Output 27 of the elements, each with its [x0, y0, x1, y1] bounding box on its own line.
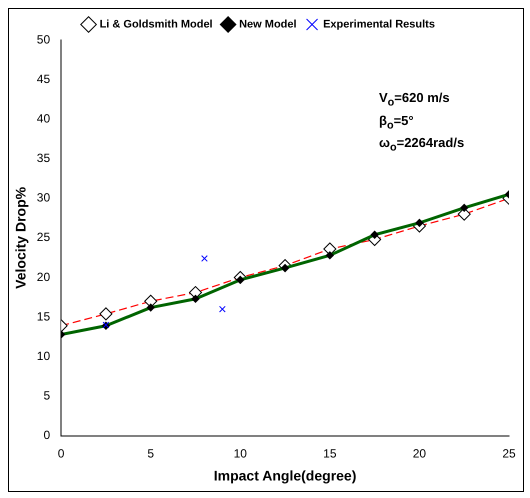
y-tick-label: 0 — [43, 428, 50, 442]
y-tick-label: 40 — [36, 111, 50, 126]
x-tick-label: 20 — [412, 446, 426, 460]
y-tick-label: 15 — [36, 309, 50, 324]
x-tick-label: 15 — [323, 446, 337, 460]
x-axis-title: Impact Angle(degree) — [214, 467, 356, 484]
point — [201, 255, 208, 262]
x-tick-label: 25 — [502, 446, 516, 460]
y-tick-label: 25 — [36, 230, 50, 244]
point — [219, 306, 226, 312]
y-axis-title: Velocity Drop% — [12, 186, 28, 289]
y-tick-label: 20 — [36, 270, 50, 284]
x-tick-label: 0 — [58, 446, 65, 460]
y-tick-label: 5 — [43, 388, 50, 403]
legend-label: New Model — [239, 18, 297, 31]
y-tick-label: 45 — [36, 72, 50, 86]
legend-label: Experimental Results — [323, 18, 435, 31]
annotation: ω$_{o}$=2264rad/s — [379, 134, 464, 156]
y-tick-label: 10 — [36, 348, 50, 363]
y-tick-label: 50 — [36, 32, 50, 46]
legend-label: Li & Goldsmith Model — [100, 18, 213, 31]
annotation: β$_{o}$=5° — [379, 112, 415, 134]
y-tick-label: 30 — [36, 190, 50, 205]
x-tick-label: 10 — [234, 446, 248, 460]
annotation: V$_{o}$=620 m/s — [379, 89, 451, 111]
x-tick-label: 5 — [147, 446, 154, 460]
y-tick-label: 35 — [36, 151, 50, 166]
